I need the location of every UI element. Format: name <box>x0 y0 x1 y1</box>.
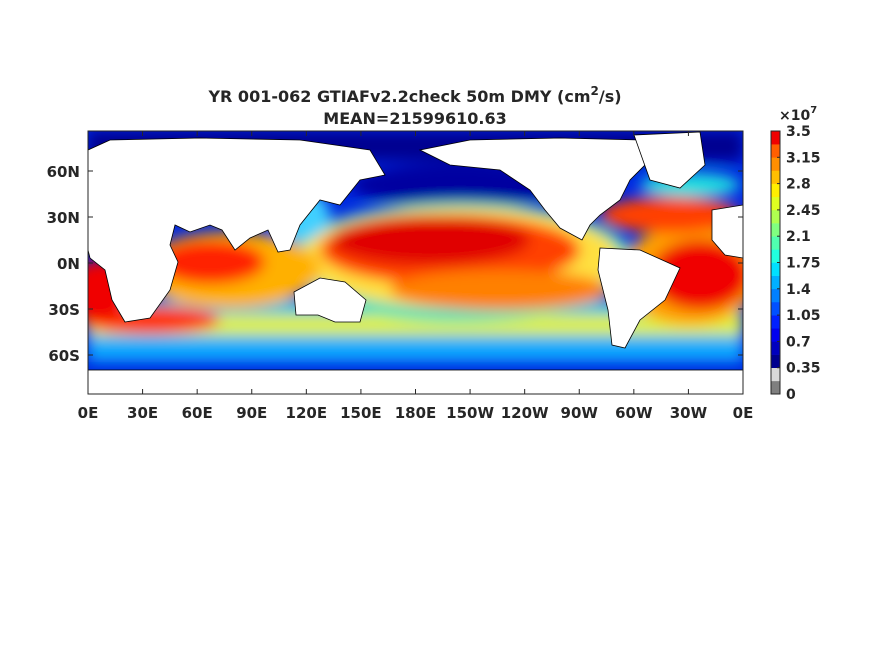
map-field <box>88 131 743 394</box>
colorbar-band <box>771 170 780 184</box>
colorbar-tick-label: 0.7 <box>786 334 811 350</box>
colorbar-band <box>771 341 780 355</box>
colorbar-tick-label: 1.4 <box>786 282 811 298</box>
subtitle: MEAN=21599610.63 <box>323 109 506 128</box>
colorbar-tick-label: 1.75 <box>786 256 821 272</box>
colorbar-band <box>771 315 780 329</box>
colorbar-band <box>771 288 780 303</box>
x-tick-label: 150W <box>446 404 494 422</box>
colorbar-tick-label: 0 <box>786 387 796 403</box>
colorbar-tick-label: 3.5 <box>786 124 811 140</box>
x-tick-label: 60W <box>615 404 653 422</box>
title: YR 001-062 GTIAFv2.2check 50m DMY (cm2/s… <box>207 84 621 106</box>
colorbar-band <box>771 183 780 198</box>
colorbar-tick-label: 0.35 <box>786 361 821 377</box>
colorbar-band <box>771 275 780 290</box>
colorbar-band <box>771 328 780 342</box>
land <box>88 131 743 394</box>
title-suffix: /s) <box>599 87 622 106</box>
y-tick-label: 60S <box>48 347 80 365</box>
colorbar-band <box>771 223 780 237</box>
colorbar-band <box>771 249 780 263</box>
x-tick-label: 0E <box>78 404 99 422</box>
colorbar-band <box>771 144 780 158</box>
colorbar-multiplier: ×107 <box>779 105 817 124</box>
colorbar-tick-label: 2.45 <box>786 203 821 219</box>
y-tick-label: 0N <box>57 255 80 273</box>
colorbar-band <box>771 262 780 276</box>
x-tick-label: 150E <box>340 404 382 422</box>
x-tick-label: 120E <box>286 404 328 422</box>
title-superscript: 2 <box>591 84 599 98</box>
colorbar-band <box>771 157 780 171</box>
x-tick-label: 120W <box>501 404 549 422</box>
colorbar-tick-label: 2.8 <box>786 177 811 193</box>
x-tick-label: 180E <box>395 404 437 422</box>
colorbar: 0 0.35 0.7 1.05 1.4 1.75 2.1 2.45 2.8 3.15 3.5 <box>770 124 821 403</box>
colorbar-tick-label: 2.1 <box>786 229 811 245</box>
title-text: YR 001-062 GTIAFv2.2check 50m DMY (cm <box>207 87 590 106</box>
x-tick-label: 90E <box>236 404 267 422</box>
x-tick-label: 90W <box>561 404 599 422</box>
x-tick-label: 30E <box>127 404 158 422</box>
colorbar-tick-label: 3.15 <box>786 150 821 166</box>
y-tick-label: 30S <box>48 301 80 319</box>
x-tick-label: 60E <box>182 404 213 422</box>
colorbar-band <box>771 380 780 395</box>
multiplier: ×10 <box>779 108 810 124</box>
y-tick-label: 30N <box>47 209 80 227</box>
colorbar-band <box>771 367 780 382</box>
exponent: 7 <box>810 105 817 116</box>
colorbar-band <box>771 301 780 316</box>
colorbar-band <box>771 354 780 368</box>
x-tick-label: 0E <box>733 404 754 422</box>
colorbar-band <box>771 196 780 211</box>
axes: 0E 30E 60E 90E 120E 150E 180E 150W 120W 90W 60W 30W… <box>47 131 754 422</box>
colorbar-tick-label: 1.05 <box>786 308 821 324</box>
y-tick-label: 60N <box>47 163 80 181</box>
x-tick-label: 30W <box>670 404 708 422</box>
colorbar-band <box>771 131 780 145</box>
colorbar-band <box>771 209 780 224</box>
colorbar-band <box>771 236 780 250</box>
